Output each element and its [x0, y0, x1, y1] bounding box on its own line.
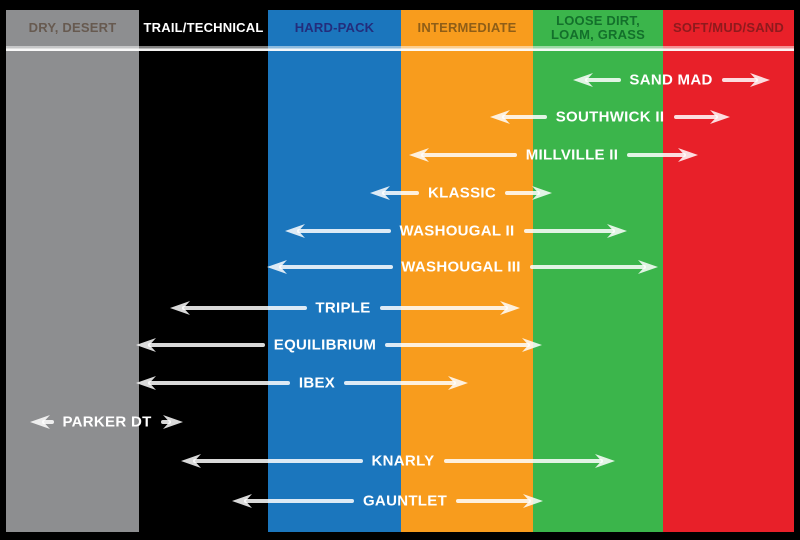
range-arrow-left — [285, 220, 391, 242]
tire-label: SOUTHWICK II — [555, 108, 665, 126]
arrow-shaft — [502, 115, 547, 119]
arrow-shaft — [444, 459, 603, 463]
arrow-shaft — [456, 499, 531, 503]
tire-row-klassic: KLASSIC — [370, 182, 552, 204]
range-arrow-left — [573, 69, 621, 91]
range-arrow-right — [380, 297, 520, 319]
range-arrow-right — [674, 106, 730, 128]
tire-label: PARKER DT — [62, 413, 152, 431]
range-arrow-left — [30, 411, 54, 433]
tire-label: SAND MAD — [629, 71, 713, 89]
terrain-column-hard-pack: HARD-PACK — [268, 10, 401, 532]
arrow-shaft — [674, 115, 718, 119]
tire-label: IBEX — [298, 374, 336, 392]
terrain-column-dry-desert: DRY, DESERT — [6, 10, 139, 532]
arrow-shaft — [722, 78, 758, 82]
range-arrow-left — [170, 297, 307, 319]
tire-label: WASHOUGAL III — [401, 258, 521, 276]
arrow-shaft — [382, 191, 419, 195]
range-arrow-left — [136, 334, 265, 356]
arrow-shaft — [385, 343, 530, 347]
arrow-shaft — [344, 381, 456, 385]
range-arrow-right — [530, 256, 658, 278]
tire-row-southwick-ii: SOUTHWICK II — [490, 106, 730, 128]
tire-row-millville-ii: MILLVILLE II — [409, 144, 698, 166]
range-arrow-right — [161, 411, 183, 433]
arrow-shaft — [193, 459, 363, 463]
range-arrow-right — [524, 220, 627, 242]
tire-row-washougal-ii: WASHOUGAL II — [285, 220, 627, 242]
terrain-header-dry-desert: DRY, DESERT — [28, 19, 117, 35]
tire-row-ibex: IBEX — [136, 372, 468, 394]
tire-label: EQUILIBRIUM — [273, 336, 377, 354]
tire-label: KLASSIC — [428, 184, 496, 202]
arrow-shaft — [148, 343, 265, 347]
arrow-shaft — [244, 499, 354, 503]
tire-label: KNARLY — [371, 452, 435, 470]
tire-row-equilibrium: EQUILIBRIUM — [136, 334, 542, 356]
arrow-shaft — [585, 78, 621, 82]
arrow-shaft — [380, 306, 508, 310]
tire-label: GAUNTLET — [362, 492, 448, 510]
range-arrow-left — [370, 182, 419, 204]
tire-row-knarly: KNARLY — [181, 450, 615, 472]
range-arrow-left — [267, 256, 393, 278]
tire-row-gauntlet: GAUNTLET — [232, 490, 543, 512]
terrain-column-soft-mud-sand: SOFT/MUD/SAND — [663, 10, 794, 532]
arrow-shaft — [297, 229, 391, 233]
arrow-shaft — [148, 381, 290, 385]
range-arrow-right — [344, 372, 468, 394]
range-arrow-right — [444, 450, 615, 472]
arrow-shaft — [421, 153, 517, 157]
range-arrow-right — [722, 69, 770, 91]
arrow-shaft — [42, 420, 54, 424]
terrain-header-hard-pack: HARD-PACK — [294, 19, 375, 35]
tire-label: MILLVILLE II — [525, 146, 619, 164]
range-arrow-right — [385, 334, 542, 356]
range-arrow-left — [409, 144, 517, 166]
tire-label: WASHOUGAL II — [399, 222, 515, 240]
terrain-column-trail-technical: TRAIL/TECHNICAL — [139, 10, 268, 532]
tire-label: TRIPLE — [315, 299, 371, 317]
range-arrow-left — [136, 372, 290, 394]
header-divider-line — [6, 46, 794, 51]
arrow-shaft — [279, 265, 393, 269]
range-arrow-right — [505, 182, 552, 204]
range-arrow-left — [181, 450, 363, 472]
terrain-header-intermediate: INTERMEDIATE — [417, 19, 517, 35]
arrow-shaft — [161, 420, 171, 424]
tire-row-triple: TRIPLE — [170, 297, 520, 319]
arrow-shaft — [530, 265, 646, 269]
range-arrow-right — [627, 144, 698, 166]
range-arrow-right — [456, 490, 543, 512]
tire-row-parker-dt: PARKER DT — [30, 411, 183, 433]
range-arrow-left — [232, 490, 354, 512]
range-arrow-left — [490, 106, 547, 128]
terrain-header-loose-dirt-loam-grass: LOOSE DIRT, LOAM, GRASS — [551, 12, 645, 42]
terrain-header-soft-mud-sand: SOFT/MUD/SAND — [673, 19, 784, 35]
arrow-shaft — [505, 191, 540, 195]
chart-board: DRY, DESERT TRAIL/TECHNICAL HARD-PACK INTER… — [6, 10, 794, 532]
tire-row-washougal-iii: WASHOUGAL III — [267, 256, 658, 278]
terrain-header-trail-technical: TRAIL/TECHNICAL — [143, 19, 264, 35]
arrow-shaft — [524, 229, 615, 233]
tire-row-sand-mad: SAND MAD — [573, 69, 770, 91]
arrow-shaft — [627, 153, 686, 157]
arrow-shaft — [182, 306, 307, 310]
terrain-column-intermediate: INTERMEDIATE — [401, 10, 533, 532]
